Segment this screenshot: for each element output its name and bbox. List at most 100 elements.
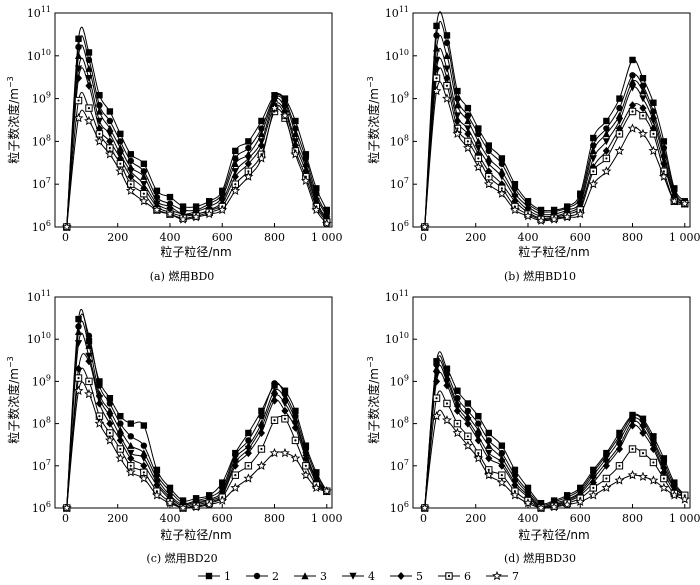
data-point [106, 412, 114, 420]
marker-dot [487, 468, 490, 471]
y-tick-label: 109 [32, 373, 51, 388]
data-point [270, 97, 279, 105]
plot-frame [412, 296, 691, 509]
data-point [496, 477, 507, 487]
data-point [475, 125, 482, 132]
series-5 [421, 371, 689, 512]
data-point [639, 428, 647, 437]
marker-dot [605, 157, 608, 160]
y-tick-label: 1010 [385, 48, 409, 63]
marker-dot [129, 464, 132, 467]
data-point [140, 189, 148, 198]
data-point [485, 437, 492, 444]
data-point [498, 449, 506, 457]
data-point [431, 411, 442, 421]
data-point [311, 482, 322, 493]
data-point [302, 151, 310, 158]
marker-dot [234, 183, 237, 186]
data-point [649, 117, 658, 125]
data-point [615, 445, 624, 454]
data-point [95, 399, 104, 408]
data-point [432, 370, 441, 378]
data-point [300, 469, 311, 480]
data-point [106, 400, 114, 407]
data-point [432, 74, 441, 82]
data-point [153, 481, 161, 490]
data-point [498, 442, 506, 449]
data-point [117, 412, 124, 420]
data-point [61, 502, 72, 513]
data-point [589, 155, 597, 163]
data-point [658, 171, 669, 181]
data-point [639, 87, 647, 95]
series-3 [63, 44, 331, 231]
data-point [575, 496, 586, 507]
x-axis-label: 粒子粒径/nm [518, 244, 589, 259]
data-point [270, 386, 279, 394]
data-point [231, 168, 239, 176]
data-point [443, 82, 451, 90]
data-point [217, 204, 228, 215]
data-point [204, 499, 215, 509]
panel-caption: (d) 燃用BD30 [504, 551, 576, 565]
plot-frame [54, 296, 333, 509]
data-point [127, 454, 135, 463]
data-point [498, 461, 506, 470]
x-tick-label: 400 [159, 512, 180, 525]
data-point [204, 208, 215, 219]
data-point [498, 155, 506, 162]
marker-dot [142, 192, 145, 195]
data-point [244, 155, 252, 163]
marker-dot [592, 170, 595, 173]
x-axis-label: 粒子粒径/nm [160, 527, 231, 542]
data-point [311, 204, 322, 215]
data-point [127, 168, 135, 176]
data-point [536, 215, 546, 225]
data-point [452, 128, 463, 139]
marker-dot [466, 140, 469, 143]
data-point [431, 85, 442, 96]
marker-dot [435, 397, 438, 400]
data-point [85, 74, 93, 82]
legend-marker [445, 572, 453, 580]
series-3 [63, 320, 331, 512]
plot-frame [54, 12, 333, 228]
data-point [104, 149, 115, 159]
data-point [280, 447, 290, 458]
legend-marker [349, 572, 357, 580]
data-point [509, 204, 520, 215]
data-point [462, 142, 473, 153]
y-tick-label: 1010 [385, 331, 409, 346]
data-point [511, 481, 519, 490]
data-point [485, 449, 493, 457]
series-2 [421, 20, 688, 231]
data-point [153, 466, 161, 474]
data-point [443, 365, 451, 372]
marker-dot [477, 451, 480, 455]
data-point [243, 473, 254, 483]
data-point [511, 185, 519, 192]
marker-dot [445, 84, 449, 87]
y-axis-label: 粒子数浓度/m−3 [6, 356, 21, 444]
data-point [153, 187, 161, 195]
data-point [179, 203, 187, 210]
data-point [125, 185, 136, 196]
data-point [140, 442, 148, 449]
data-point [454, 387, 461, 394]
data-point [511, 181, 519, 188]
data-point [281, 394, 289, 402]
data-point [464, 117, 472, 125]
data-point [106, 130, 114, 138]
chart-panel-2: 0 200 400 600 800 1 000 106 107 108 109 1010 1011 粒子… [366, 5, 700, 283]
data-point [74, 374, 83, 382]
marker-dot [294, 439, 297, 442]
data-point [442, 415, 452, 425]
data-point [127, 420, 134, 427]
data-point [432, 56, 441, 64]
data-point [602, 146, 610, 155]
data-point [432, 377, 441, 386]
data-point [257, 428, 266, 437]
data-point [549, 501, 560, 512]
data-point [74, 340, 83, 348]
data-point [452, 427, 463, 438]
